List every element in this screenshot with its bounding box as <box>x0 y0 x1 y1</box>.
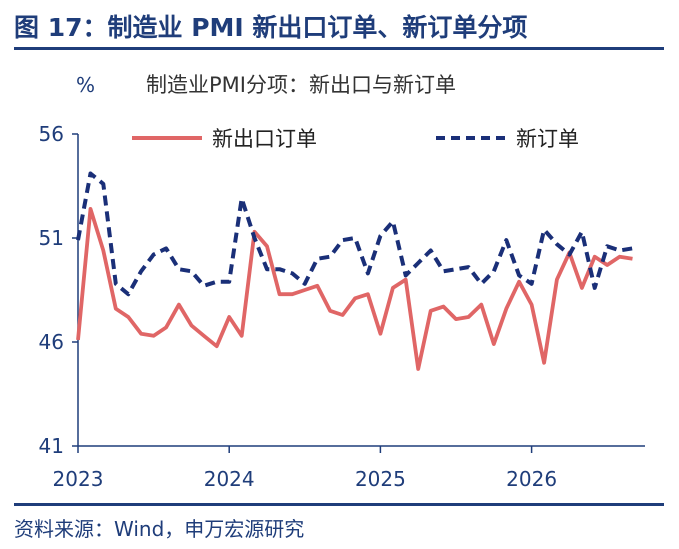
y-tick-label: 41 <box>39 434 64 458</box>
y-tick-label: 51 <box>39 226 64 250</box>
y-unit-label: % <box>76 73 95 97</box>
title-rule <box>14 47 664 50</box>
plot-area <box>76 171 633 371</box>
axes: 41 46 51 56 2023 2024 2025 2026 <box>39 122 645 491</box>
x-tick-label: 2024 <box>204 467 255 491</box>
legend-label-export: 新出口订单 <box>212 127 317 151</box>
series-line-new-export-orders <box>76 206 633 371</box>
series-line-new-orders <box>76 171 633 297</box>
bottom-rule <box>14 503 664 506</box>
chart-title: 制造业PMI分项：新出口与新订单 <box>146 73 456 97</box>
figure-title: 图 17：制造业 PMI 新出口订单、新订单分项 <box>14 13 528 42</box>
y-tick-label: 56 <box>39 122 64 146</box>
source-note: 资料来源：Wind，申万宏源研究 <box>14 517 305 541</box>
legend-label-orders: 新订单 <box>516 127 579 151</box>
x-tick-label: 2023 <box>53 467 104 491</box>
legend: 新出口订单 新订单 <box>132 127 579 151</box>
x-tick-label: 2026 <box>506 467 557 491</box>
line-chart: % 制造业PMI分项：新出口与新订单 新出口订单 新订单 41 46 51 56 202… <box>39 73 645 491</box>
x-tick-label: 2025 <box>355 467 406 491</box>
y-tick-label: 46 <box>39 330 64 354</box>
